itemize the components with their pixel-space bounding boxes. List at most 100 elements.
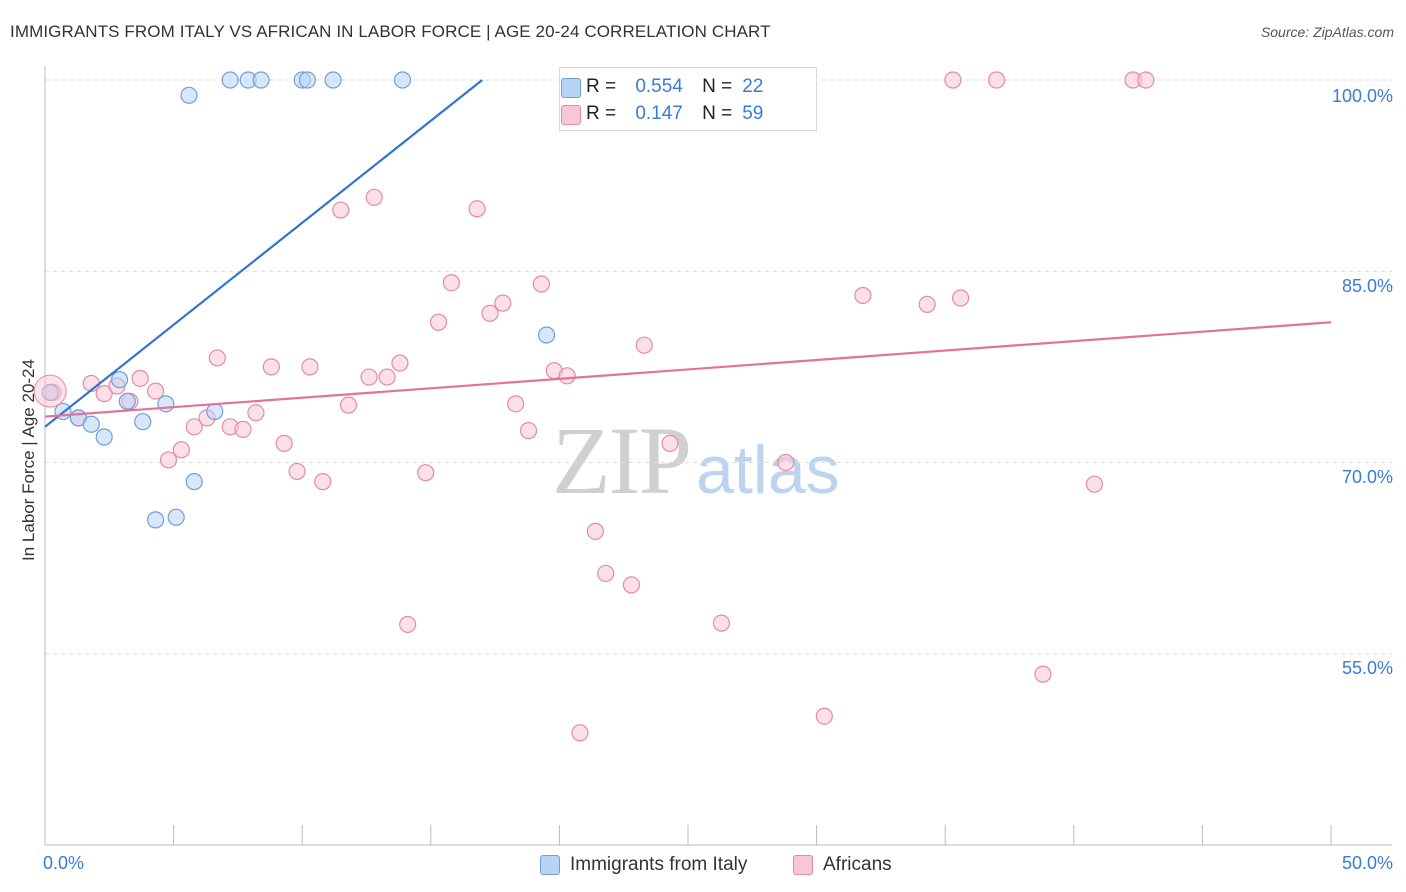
point-africans-18	[288, 462, 306, 481]
point-africans-6	[131, 369, 149, 387]
point-italy-10	[146, 511, 165, 529]
point-africans-27	[399, 615, 417, 634]
point-africans-9	[172, 441, 190, 459]
point-africans-22	[339, 396, 358, 414]
legend-n-value-africans: 59	[742, 103, 764, 124]
point-italy-18	[324, 71, 342, 89]
point-africans-12	[208, 349, 226, 367]
point-africans-29	[429, 313, 448, 331]
bottom-legend-swatch-italy	[540, 855, 560, 875]
point-africans-36	[532, 275, 550, 293]
point-africans-53	[1085, 475, 1103, 493]
point-africans-30	[442, 274, 460, 292]
point-africans-16	[262, 358, 280, 376]
point-italy-6	[118, 392, 136, 410]
point-africans-50	[944, 71, 962, 89]
point-italy-7	[134, 413, 152, 431]
point-africans-32	[481, 304, 499, 322]
legend-n-label: N =	[702, 76, 733, 97]
point-africans-52	[1034, 665, 1052, 683]
bottom-legend-swatch-africans	[793, 855, 813, 875]
point-africans-47	[815, 707, 833, 725]
point-africans-19	[301, 358, 319, 376]
point-africans-58	[988, 71, 1006, 89]
point-italy-8	[157, 395, 175, 413]
watermark-zip: ZIP	[552, 407, 692, 514]
y-tick-label-70: 70.0%	[1341, 467, 1393, 487]
point-africans-10	[185, 418, 203, 436]
point-africans-8	[159, 451, 178, 469]
y-tick-label-85: 85.0%	[1341, 276, 1393, 296]
legend-r-label: R =	[586, 103, 617, 124]
bottom-legend-africans: Africans	[793, 852, 892, 878]
point-africans-38	[558, 367, 576, 385]
point-africans-43	[635, 336, 653, 354]
y-axis-label: In Labor Force | Age 20-24	[19, 359, 38, 561]
point-africans-23	[360, 368, 378, 386]
x-tick-label-0: 0.0%	[43, 853, 85, 873]
point-africans-46	[777, 453, 795, 472]
point-italy-17	[298, 71, 316, 89]
bottom-legend-italy: Immigrants from Italy	[540, 852, 747, 878]
point-africans-39	[571, 724, 589, 742]
point-africans-48	[854, 286, 872, 305]
legend-r-value-africans: 0.147	[635, 103, 683, 124]
legend-swatch-africans	[561, 105, 581, 125]
point-africans-45	[712, 614, 731, 632]
point-africans-15	[247, 404, 265, 422]
point-italy-11	[167, 508, 185, 526]
point-africans-34	[507, 395, 525, 413]
watermark: ZIPatlas	[552, 405, 840, 516]
source-label: Source: ZipAtlas.com	[1260, 24, 1394, 40]
legend-n-value-italy: 22	[742, 76, 764, 97]
legend-r-value-italy: 0.554	[635, 76, 683, 97]
point-italy-15	[252, 71, 270, 89]
point-africans-17	[275, 434, 293, 452]
chart-title: IMMIGRANTS FROM ITALY VS AFRICAN IN LABO…	[10, 22, 771, 41]
correlation-legend: R = 0.554 N = 22 R = 0.147 N = 59	[559, 67, 817, 131]
legend-r-label: R =	[586, 76, 617, 97]
point-italy-12	[180, 86, 198, 104]
legend-row-italy: R = 0.554 N = 22	[561, 74, 764, 100]
point-africans-20	[314, 473, 332, 491]
point-africans-55	[1137, 71, 1155, 89]
point-italy-5	[110, 371, 129, 389]
legend-swatch-italy	[561, 78, 581, 98]
bottom-legend-label-italy: Immigrants from Italy	[570, 854, 748, 875]
point-africans-35	[519, 422, 538, 440]
point-africans-large	[33, 374, 67, 408]
point-africans-7	[146, 382, 165, 400]
point-africans-49	[918, 295, 936, 313]
point-africans-31	[468, 200, 486, 218]
point-africans-25	[378, 368, 396, 386]
point-africans-42	[622, 576, 641, 594]
point-italy-9	[185, 473, 203, 491]
point-italy-13	[221, 71, 239, 89]
watermark-atlas: atlas	[696, 432, 840, 508]
y-tick-label-100: 100.0%	[1331, 86, 1393, 106]
point-italy-3	[82, 415, 100, 433]
point-africans-26	[391, 354, 409, 372]
point-africans-24	[365, 188, 383, 206]
legend-n-label: N =	[702, 103, 733, 124]
point-africans-3	[95, 385, 113, 403]
point-italy-4	[95, 428, 113, 446]
point-africans-51	[952, 289, 970, 307]
point-italy-21	[206, 402, 224, 421]
point-africans-44	[661, 434, 679, 452]
trend-line-africans	[44, 321, 1332, 418]
legend-row-africans: R = 0.147 N = 59	[561, 101, 764, 127]
point-italy-20	[537, 326, 556, 344]
bottom-legend-label-africans: Africans	[823, 854, 892, 875]
y-tick-label-55: 55.0%	[1341, 658, 1393, 678]
point-africans-21	[332, 201, 350, 219]
point-africans-40	[586, 522, 605, 540]
trend-line-italy	[44, 79, 483, 428]
point-italy-19	[393, 71, 412, 89]
point-africans-33	[494, 294, 512, 312]
point-africans-41	[597, 564, 615, 583]
point-africans-14	[234, 420, 252, 438]
x-tick-label-50: 50.0%	[1341, 853, 1393, 873]
point-africans-28	[417, 464, 435, 482]
